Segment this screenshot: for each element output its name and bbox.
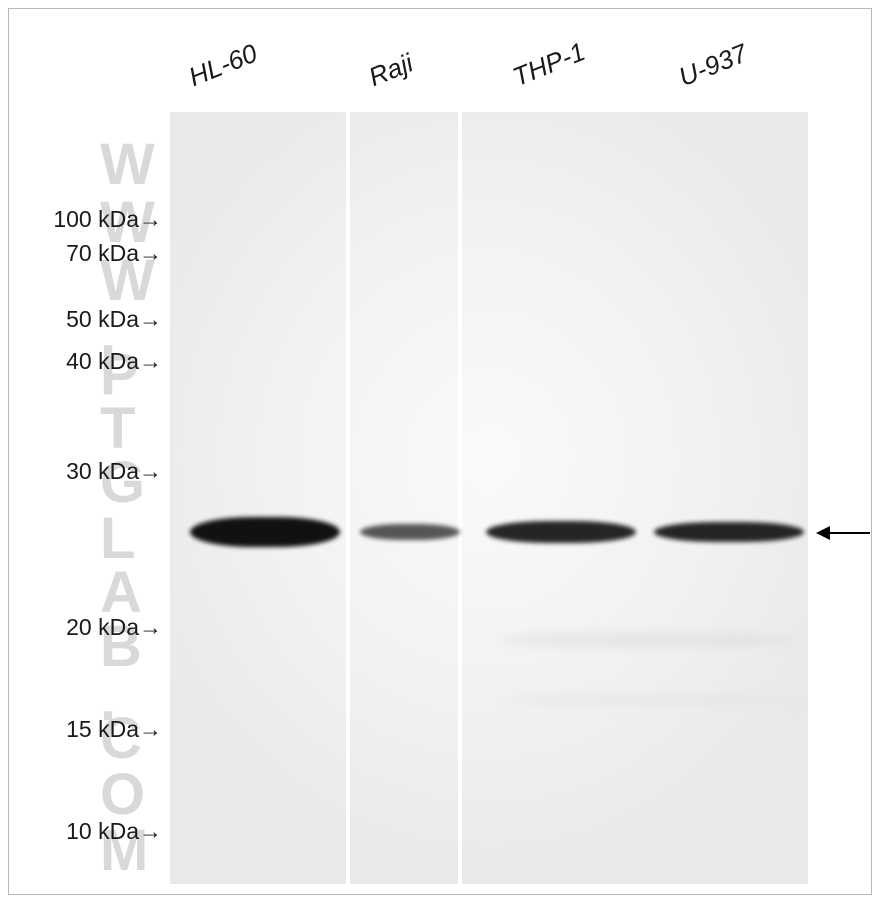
- protein-band: [486, 521, 636, 543]
- protein-band: [190, 517, 340, 547]
- lane-separator: [346, 112, 350, 884]
- mw-marker-label: 100 kDa→: [53, 206, 162, 233]
- mw-marker-label: 10 kDa→: [66, 818, 162, 845]
- mw-marker-label: 30 kDa→: [66, 458, 162, 485]
- protein-band: [654, 522, 804, 542]
- mw-marker-label: 40 kDa→: [66, 348, 162, 375]
- arrow-shaft: [830, 532, 870, 534]
- background-smudge: [500, 633, 800, 647]
- mw-marker-label: 50 kDa→: [66, 306, 162, 333]
- lane-separator: [458, 112, 462, 884]
- target-band-arrow: [816, 526, 870, 540]
- mw-marker-label: 20 kDa→: [66, 614, 162, 641]
- background-smudge: [500, 694, 800, 706]
- protein-band: [360, 524, 460, 540]
- mw-marker-label: 70 kDa→: [66, 240, 162, 267]
- mw-marker-label: 15 kDa→: [66, 716, 162, 743]
- western-blot-canvas: [170, 112, 808, 884]
- arrow-head-icon: [816, 526, 830, 540]
